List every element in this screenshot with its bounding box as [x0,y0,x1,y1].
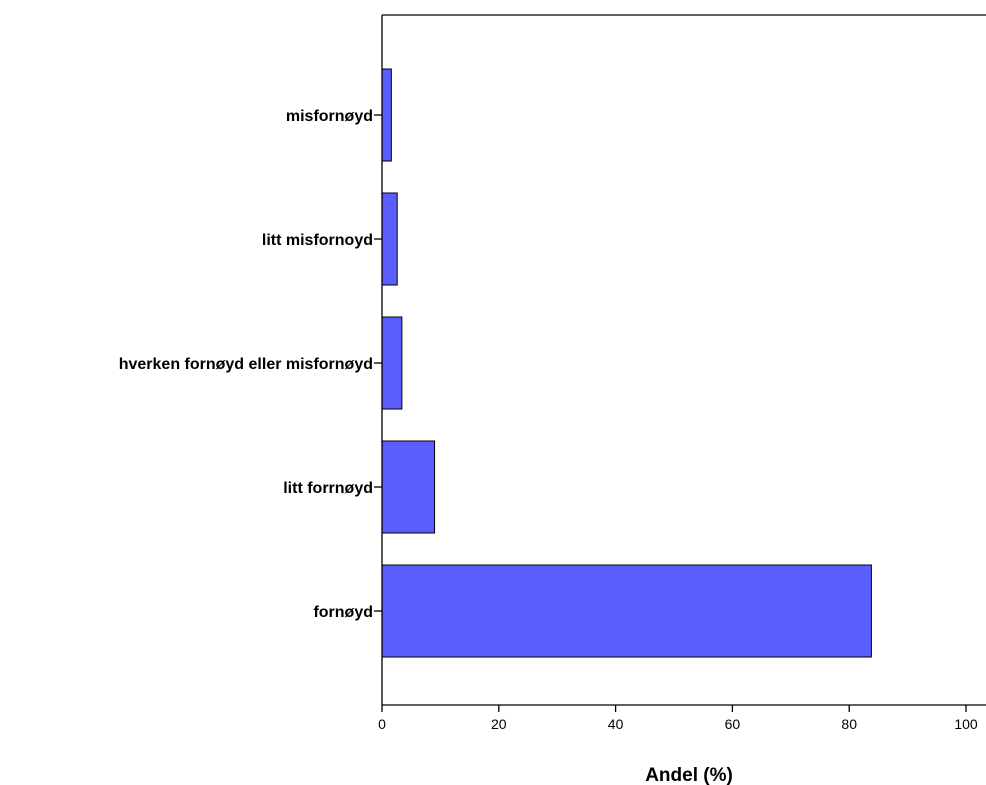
category-axis: misfornøyd litt misfornoyd hverken fornøyd… [119,108,382,621]
category-label-0: misfornøyd [286,108,373,125]
category-label-2: hverken fornøyd eller misfornøyd [119,356,373,373]
x-tick-label-0: 0 [378,716,386,732]
x-tick-label-5: 100 [954,716,978,732]
bar-1 [381,192,398,286]
x-tick-label-4: 80 [841,716,857,732]
x-tick-label-1: 20 [491,716,507,732]
x-axis-title: Andel (%) [645,765,733,785]
category-label-4: fornøyd [313,604,373,621]
x-tick-label-3: 60 [725,716,741,732]
category-label-3: litt forrnøyd [283,480,373,497]
x-tick-label-2: 40 [608,716,624,732]
category-label-1: litt misfornoyd [262,232,373,249]
bar-4 [381,564,872,658]
value-axis: 0 20 40 60 80 100 [378,705,978,732]
bars-layer [381,68,872,658]
bar-3 [381,440,436,534]
bar-2 [381,316,403,410]
bar-0 [381,68,392,162]
